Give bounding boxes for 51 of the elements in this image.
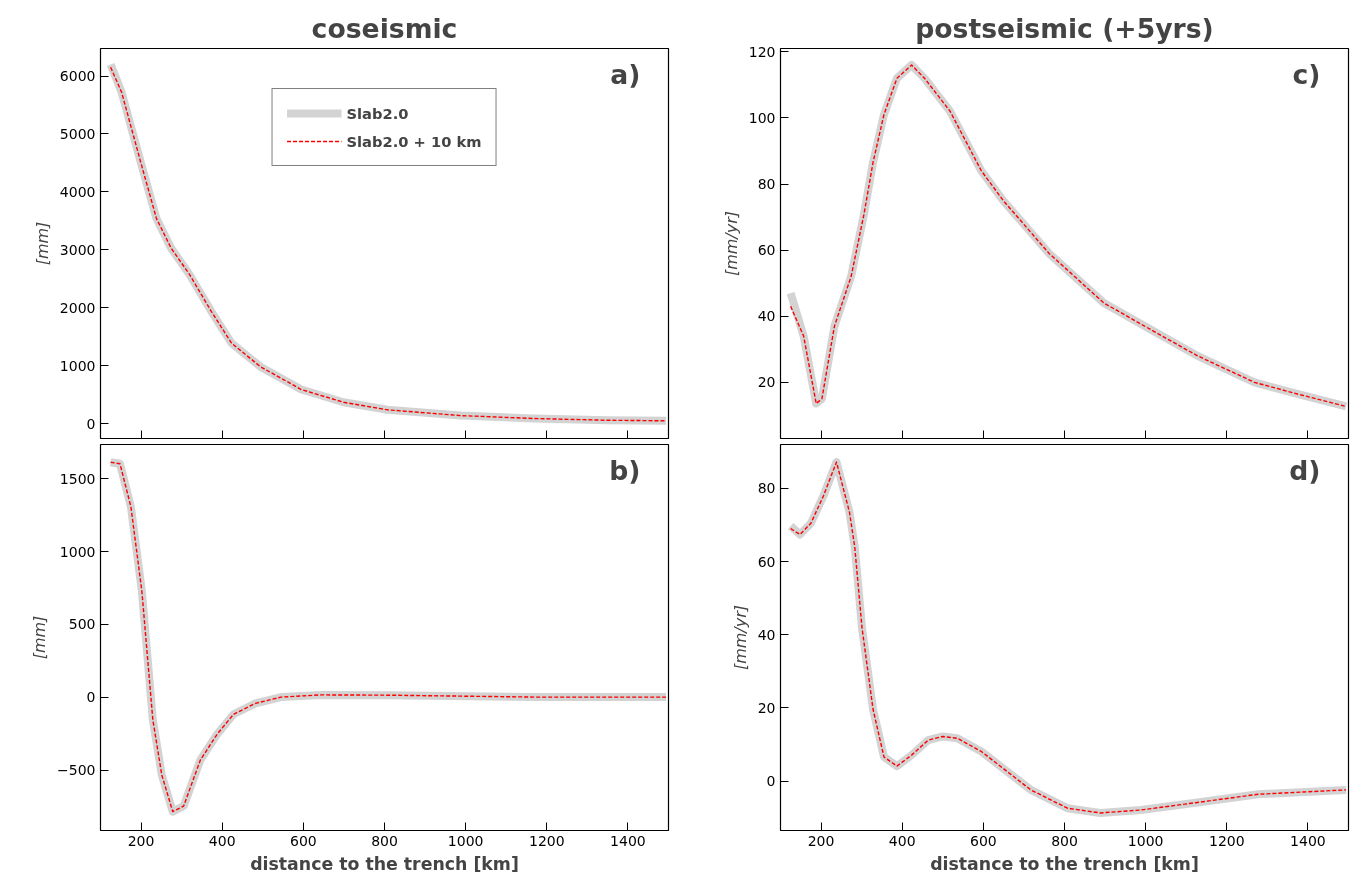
annotation: b) bbox=[609, 454, 641, 486]
y-tick-label: 1500 bbox=[59, 470, 96, 487]
y-tick-label: 1000 bbox=[59, 543, 96, 560]
x-tick-label: 400 bbox=[888, 832, 916, 849]
annotation: d) bbox=[1289, 454, 1321, 486]
x-tick-label: 600 bbox=[970, 832, 997, 849]
y-tick-label: 100 bbox=[748, 109, 776, 126]
y-tick-label: 2000 bbox=[59, 299, 96, 316]
x-tick-label: 200 bbox=[807, 832, 835, 849]
x-tick-label: 1000 bbox=[1127, 832, 1164, 849]
y-tick-label: 1000 bbox=[59, 357, 96, 374]
x-tick-label: 200 bbox=[127, 832, 155, 849]
x-axis-title: distance to the trench [km] bbox=[250, 853, 519, 874]
y-tick-label: −500 bbox=[57, 762, 96, 779]
legend-label: Slab2.0 bbox=[346, 104, 409, 122]
y-tick-label: 500 bbox=[68, 616, 96, 633]
chart-title: postseismic (+5yrs) bbox=[915, 12, 1214, 44]
y-axis-title: [mm/yr] bbox=[721, 210, 741, 277]
y-tick-label: 60 bbox=[757, 242, 776, 259]
y-tick-label: 80 bbox=[757, 480, 776, 497]
y-axis-title: [mm] bbox=[30, 615, 50, 660]
y-tick-label: 40 bbox=[757, 308, 776, 325]
x-tick-label: 600 bbox=[290, 832, 317, 849]
y-tick-label: 40 bbox=[757, 626, 776, 643]
x-tick-label: 1200 bbox=[528, 832, 565, 849]
y-tick-label: 0 bbox=[86, 415, 96, 432]
y-axis-title: [mm] bbox=[32, 221, 52, 266]
y-axis-title: [mm/yr] bbox=[730, 604, 750, 671]
x-tick-label: 800 bbox=[371, 832, 398, 849]
chart-title: coseismic bbox=[311, 12, 458, 44]
y-tick-label: 3000 bbox=[59, 241, 96, 258]
annotation: c) bbox=[1292, 58, 1321, 90]
y-tick-label: 120 bbox=[748, 43, 776, 60]
x-tick-label: 800 bbox=[1051, 832, 1078, 849]
y-tick-label: 6000 bbox=[59, 68, 96, 85]
x-tick-label: 1400 bbox=[1290, 832, 1326, 849]
y-tick-label: 80 bbox=[757, 176, 776, 193]
x-tick-label: 1000 bbox=[447, 832, 484, 849]
x-tick-label: 400 bbox=[208, 832, 236, 849]
y-tick-label: 0 bbox=[766, 773, 776, 790]
legend-label: Slab2.0 + 10 km bbox=[346, 132, 482, 150]
y-tick-label: 20 bbox=[757, 374, 776, 391]
x-tick-label: 1200 bbox=[1208, 832, 1245, 849]
x-axis-title: distance to the trench [km] bbox=[930, 853, 1199, 874]
y-tick-label: 20 bbox=[757, 699, 776, 716]
y-tick-label: 5000 bbox=[59, 125, 96, 142]
y-tick-label: 0 bbox=[86, 689, 96, 706]
x-tick-label: 1400 bbox=[610, 832, 646, 849]
y-tick-label: 4000 bbox=[59, 183, 96, 200]
y-tick-label: 60 bbox=[757, 553, 776, 570]
annotation: a) bbox=[610, 58, 641, 90]
